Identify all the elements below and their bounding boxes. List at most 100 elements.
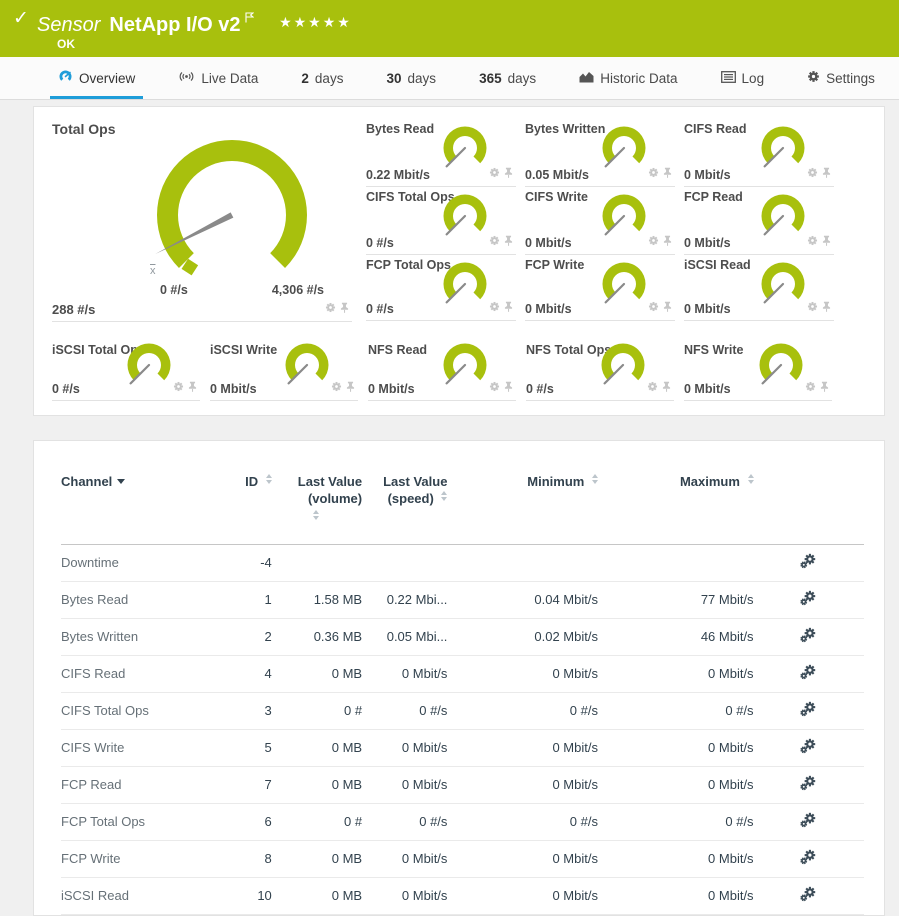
gauge-title: iSCSI Total Ops: [52, 343, 145, 357]
flag-icon[interactable]: [244, 6, 255, 28]
gear-icon[interactable]: [173, 379, 184, 397]
tab-historic-data[interactable]: Historic Data: [571, 57, 685, 99]
pin-icon[interactable]: [819, 379, 830, 397]
gear-icon[interactable]: [325, 300, 336, 318]
cell-maximum: 0 Mbit/s: [708, 888, 754, 903]
gauge-value: 0 Mbit/s: [684, 236, 731, 250]
pin-icon[interactable]: [503, 165, 514, 183]
cell-channel[interactable]: Downtime: [61, 555, 119, 570]
column-header-last-value[interactable]: Last Value (speed): [383, 474, 448, 506]
gauges-panel: Total Ops x 0 #/s 4,306 #/s 288 #/s Byte…: [33, 106, 885, 416]
channel-settings-gears-icon[interactable]: [800, 812, 817, 831]
cell-channel[interactable]: CIFS Read: [61, 666, 126, 681]
priority-stars[interactable]: ★★★★★: [279, 15, 352, 31]
sort-icon: [313, 510, 320, 520]
column-header-id[interactable]: ID: [222, 459, 272, 545]
gauge-value: 0 Mbit/s: [525, 236, 572, 250]
gear-icon[interactable]: [807, 233, 818, 251]
live-data-icon: [178, 70, 195, 86]
channel-settings-gears-icon[interactable]: [800, 849, 817, 868]
cell-last-value-speed: 0 Mbit/s: [401, 740, 448, 755]
channel-settings-gears-icon[interactable]: [800, 664, 817, 683]
cell-channel[interactable]: FCP Total Ops: [61, 814, 146, 829]
gear-icon[interactable]: [489, 233, 500, 251]
gauge-title: iSCSI Read: [684, 258, 751, 272]
channel-settings-gears-icon[interactable]: [800, 886, 817, 905]
gauge-dial: [122, 342, 176, 397]
column-header-minimum[interactable]: Minimum: [447, 459, 598, 545]
column-header-maximum[interactable]: Maximum: [598, 459, 754, 545]
pin-icon[interactable]: [821, 233, 832, 251]
tab-label: Settings: [826, 70, 875, 86]
channel-settings-gears-icon[interactable]: [800, 590, 817, 609]
cell-minimum: 0 Mbit/s: [552, 777, 598, 792]
gauge-dial: [280, 342, 334, 397]
pin-icon[interactable]: [662, 233, 673, 251]
tab-365-days[interactable]: 365 days: [479, 70, 537, 86]
gauge-title: iSCSI Write: [210, 343, 278, 357]
cell-maximum: 0 Mbit/s: [708, 666, 754, 681]
gear-icon[interactable]: [807, 165, 818, 183]
tab-settings[interactable]: Settings: [799, 57, 883, 99]
channel-settings-gears-icon[interactable]: [800, 553, 817, 572]
gear-icon[interactable]: [489, 379, 500, 397]
column-header-last-value[interactable]: Last Value (volume): [272, 459, 362, 545]
channel-settings-gears-icon[interactable]: [800, 627, 817, 646]
cell-channel[interactable]: FCP Read: [61, 777, 122, 792]
channel-settings-gears-icon[interactable]: [800, 775, 817, 794]
cell-last-value-volume: 0 MB: [331, 740, 363, 755]
pin-icon[interactable]: [345, 379, 356, 397]
pin-icon[interactable]: [662, 165, 673, 183]
pin-icon[interactable]: [187, 379, 198, 397]
gear-icon[interactable]: [489, 165, 500, 183]
gauge-title: Total Ops: [52, 121, 116, 137]
cell-id: 10: [257, 888, 272, 903]
cell-channel[interactable]: Bytes Written: [61, 629, 139, 644]
table-row: FCP Write 8 0 MB 0 Mbit/s 0 Mbit/s 0 Mbit/s: [61, 841, 864, 878]
cell-channel[interactable]: FCP Write: [61, 851, 121, 866]
table-row: CIFS Write 5 0 MB 0 Mbit/s 0 Mbit/s 0 Mbit/s: [61, 730, 864, 767]
cell-last-value-speed: 0 #/s: [419, 814, 448, 829]
cell-channel[interactable]: Bytes Read: [61, 592, 129, 607]
log-icon: [720, 70, 736, 86]
gear-icon[interactable]: [807, 299, 818, 317]
gear-icon[interactable]: [331, 379, 342, 397]
tab-30-days[interactable]: 30 days: [386, 70, 437, 86]
gear-icon[interactable]: [648, 233, 659, 251]
gear-icon[interactable]: [489, 299, 500, 317]
cell-channel[interactable]: CIFS Write: [61, 740, 125, 755]
gear-icon[interactable]: [648, 299, 659, 317]
gauge-panel-fcp-read: FCP Read 0 Mbit/s: [684, 187, 834, 255]
tab-overview[interactable]: Overview: [50, 57, 143, 99]
cell-channel[interactable]: iSCSI Read: [61, 888, 129, 903]
gear-icon[interactable]: [648, 165, 659, 183]
tab-live-data[interactable]: Live Data: [170, 57, 266, 99]
channel-settings-gears-icon[interactable]: [800, 701, 817, 720]
column-header-channel[interactable]: Channel: [61, 459, 222, 545]
settings-icon: [807, 70, 820, 86]
historic-data-icon: [579, 71, 594, 86]
sort-icon: [265, 474, 272, 484]
pin-icon[interactable]: [662, 299, 673, 317]
pin-icon[interactable]: [661, 379, 672, 397]
mean-marker-label: x: [150, 265, 156, 277]
tab-2-days[interactable]: 2 days: [301, 70, 344, 86]
pin-icon[interactable]: [503, 233, 514, 251]
pin-icon[interactable]: [503, 379, 514, 397]
cell-maximum: 0 Mbit/s: [708, 851, 754, 866]
gauge-panel-nfs-write: NFS Write 0 Mbit/s: [684, 340, 832, 401]
tab-log[interactable]: Log: [713, 57, 773, 99]
cell-id: 4: [264, 666, 272, 681]
channel-settings-gears-icon[interactable]: [800, 738, 817, 757]
cell-minimum: 0.04 Mbit/s: [534, 592, 598, 607]
cell-id: 2: [264, 629, 272, 644]
pin-icon[interactable]: [503, 299, 514, 317]
channels-table: Channel ID Last Value (volume) Last Value (s…: [61, 459, 864, 915]
cell-maximum: 77 Mbit/s: [700, 592, 754, 607]
gear-icon[interactable]: [805, 379, 816, 397]
pin-icon[interactable]: [821, 165, 832, 183]
gear-icon[interactable]: [647, 379, 658, 397]
pin-icon[interactable]: [339, 300, 350, 318]
cell-channel[interactable]: CIFS Total Ops: [61, 703, 149, 718]
pin-icon[interactable]: [821, 299, 832, 317]
